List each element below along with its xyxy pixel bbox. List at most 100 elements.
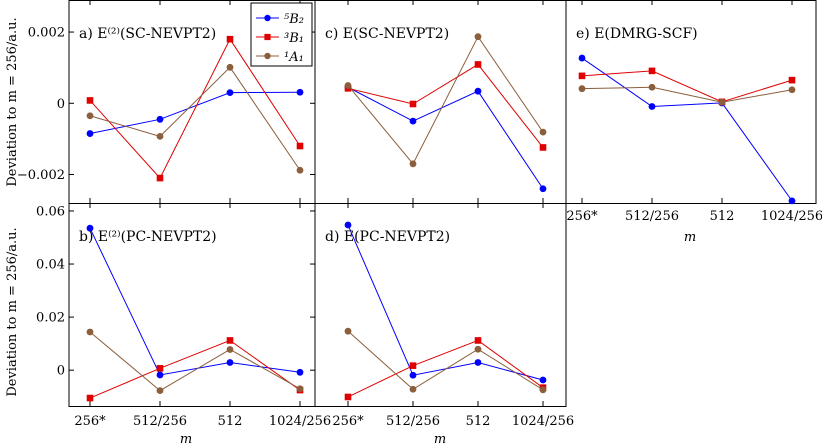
panels-layer: 0.002 0 −0.002 a) E⁽²⁾(SC-NEVPT2) c) E(SC-NE… xyxy=(17,0,822,429)
xtick-label-d-0: 256* xyxy=(332,414,364,429)
series-line-d-1 xyxy=(347,339,544,398)
panel-a: 0.002 0 −0.002 a) E⁽²⁾(SC-NEVPT2) xyxy=(17,0,316,204)
legend-marker-5b2 xyxy=(264,14,271,22)
series-line-c-2 xyxy=(347,35,544,165)
xlabel-left: m xyxy=(180,432,192,446)
xtick-label-d-2: 512 xyxy=(466,414,491,429)
legend-label-1a1: ¹A₁ xyxy=(284,50,304,65)
data-point-e-0-0 xyxy=(578,54,586,62)
data-point-e-2-3 xyxy=(788,86,796,94)
data-point-c-1-2 xyxy=(474,61,482,68)
legend-label-5b2: ⁵B₂ xyxy=(284,12,304,27)
data-point-a-1-2 xyxy=(226,35,234,43)
data-point-d-2-3 xyxy=(539,386,547,394)
data-point-d-0-3 xyxy=(539,376,547,384)
series-line-e-0 xyxy=(581,57,793,202)
data-point-d-2-2 xyxy=(474,345,482,353)
data-point-a-1-3 xyxy=(296,142,304,150)
ytick-label-b-3: 0 xyxy=(57,364,65,379)
data-point-c-0-1 xyxy=(409,117,417,125)
data-point-a-0-3 xyxy=(296,88,304,96)
data-point-a-2-3 xyxy=(296,166,304,174)
data-point-d-1-1 xyxy=(409,362,417,369)
data-point-a-2-2 xyxy=(226,63,234,71)
xtick-label-e-2: 512 xyxy=(710,209,735,224)
legend-label-3b1: ³B₁ xyxy=(284,31,304,46)
xtick-label-e-1: 512/256 xyxy=(625,209,679,224)
series-line-b-2 xyxy=(89,331,301,392)
legend: ⁵B₂ ³B₁ ¹A₁ xyxy=(250,2,313,67)
data-point-e-1-1 xyxy=(648,67,656,75)
data-point-b-0-2 xyxy=(226,359,234,366)
data-point-b-0-0 xyxy=(86,224,94,232)
data-point-e-1-3 xyxy=(788,76,796,84)
data-point-e-0-3 xyxy=(788,197,796,205)
data-point-c-1-3 xyxy=(539,144,547,151)
data-point-d-0-0 xyxy=(344,221,352,229)
legend-marker-1a1 xyxy=(264,52,271,60)
ytick-label-b-0: 0.06 xyxy=(36,204,65,219)
data-point-c-0-3 xyxy=(539,185,547,193)
data-point-e-2-1 xyxy=(648,83,656,91)
series-line-b-0 xyxy=(89,227,301,376)
ytick-label-a-2: −0.002 xyxy=(17,168,65,183)
data-point-d-0-2 xyxy=(474,359,482,366)
data-point-b-2-2 xyxy=(226,346,234,353)
data-point-e-2-0 xyxy=(578,85,586,93)
ytick-label-a-0: 0.002 xyxy=(28,26,65,41)
series-line-d-2 xyxy=(347,330,544,391)
data-point-b-0-1 xyxy=(156,371,164,379)
series-line-e-2 xyxy=(581,86,793,103)
ytick-label-a-1: 0 xyxy=(57,97,65,112)
data-point-a-0-0 xyxy=(86,130,94,137)
xlabel-right: m xyxy=(684,230,696,245)
xtick-label-b-0: 256* xyxy=(74,414,106,429)
series-line-c-1 xyxy=(347,63,544,148)
panel-title-e: e) E(DMRG-SCF) xyxy=(576,26,698,42)
panel-frame-e xyxy=(565,0,817,204)
data-point-e-2-2 xyxy=(718,98,726,106)
data-point-d-2-1 xyxy=(409,385,417,393)
data-point-b-2-3 xyxy=(296,385,304,393)
data-point-b-1-1 xyxy=(156,365,164,372)
xtick-label-b-2: 512 xyxy=(218,414,243,429)
xtick-label-e-3: 1024/256 xyxy=(761,209,822,224)
panel-title-c: c) E(SC-NEVPT2) xyxy=(325,26,449,42)
xlabel-mid: m xyxy=(434,432,446,446)
data-point-b-1-2 xyxy=(226,337,234,344)
data-point-c-2-3 xyxy=(539,128,547,136)
data-point-e-1-0 xyxy=(578,72,586,80)
data-point-a-1-1 xyxy=(156,174,164,182)
series-line-e-1 xyxy=(581,70,793,103)
data-point-c-2-2 xyxy=(474,33,482,41)
data-point-a-1-0 xyxy=(86,97,94,104)
data-point-a-0-1 xyxy=(156,115,164,123)
ylabel-top: Deviation to m = 256/a.u. xyxy=(5,17,20,186)
xtick-label-d-3: 1024/256 xyxy=(512,414,574,429)
data-point-b-2-1 xyxy=(156,387,164,395)
xtick-label-b-3: 1024/256 xyxy=(269,414,331,429)
data-point-d-1-2 xyxy=(474,337,482,344)
ylabel-bottom: Deviation to m = 256/a.u. xyxy=(5,227,20,396)
series-line-a-1 xyxy=(89,38,301,179)
panel-title-d: d) E(PC-NEVPT2) xyxy=(325,229,450,245)
data-point-d-1-0 xyxy=(344,393,352,401)
data-point-b-0-3 xyxy=(296,368,304,376)
panel-title-b: b) E⁽²⁾(PC-NEVPT2) xyxy=(79,229,217,245)
xtick-label-e-0: 256* xyxy=(566,209,598,224)
data-point-d-2-0 xyxy=(344,327,352,335)
panel-b: 0.06 0.04 0.02 0 256* 512/256 512 1024/256 b) E⁽… xyxy=(36,203,331,429)
data-point-c-1-1 xyxy=(409,100,417,108)
data-point-a-2-1 xyxy=(156,133,164,140)
panel-title-a: a) E⁽²⁾(SC-NEVPT2) xyxy=(79,26,216,42)
data-point-e-0-1 xyxy=(648,103,656,110)
data-point-b-1-0 xyxy=(86,394,94,402)
data-point-c-2-1 xyxy=(409,160,417,168)
data-point-c-0-2 xyxy=(474,87,482,95)
ytick-label-b-2: 0.02 xyxy=(36,311,65,326)
legend-marker-3b1 xyxy=(264,33,271,41)
data-point-d-0-1 xyxy=(409,371,417,379)
ytick-label-b-1: 0.04 xyxy=(36,258,65,273)
data-point-a-0-2 xyxy=(226,89,234,96)
